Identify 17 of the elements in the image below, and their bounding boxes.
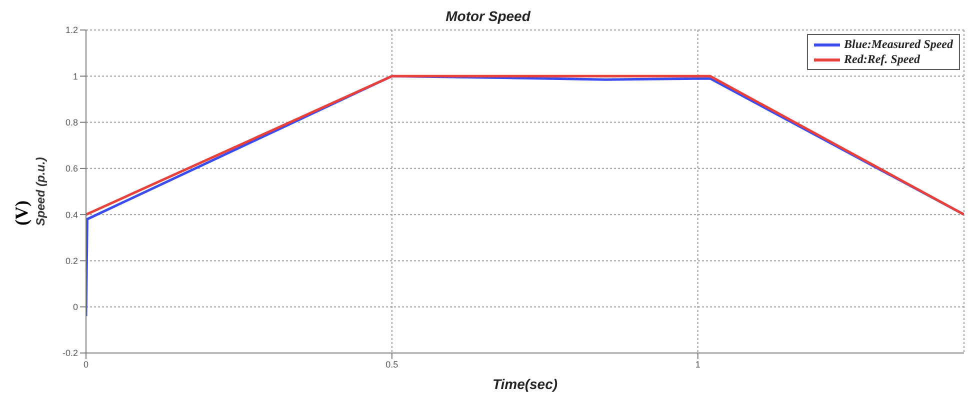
y-axis-title: Speed (p.u.) (33, 157, 48, 226)
y-tick-label: 1.2 (65, 25, 78, 36)
y-tick-label: 0.2 (65, 256, 78, 266)
y-tick-label: 0 (72, 302, 78, 312)
x-tick-label: 0.5 (386, 359, 398, 370)
x-tick-label: 0 (83, 359, 89, 370)
x-tick-label: 1 (695, 359, 700, 370)
x-axis-title: Time(sec) (492, 376, 558, 392)
chart-title: Motor Speed (444, 8, 532, 24)
y-tick-label: 1 (72, 71, 78, 82)
text: (V) (12, 200, 32, 226)
y-tick-label: 0.4 (65, 210, 78, 220)
legend-label: Red:Ref. Speed (844, 52, 920, 67)
y-tick-label: 0.6 (65, 164, 78, 174)
legend-label: Blue:Measured Speed (844, 37, 953, 52)
y-tick-label: -0.2 (62, 348, 78, 358)
y-tick-label: 0.8 (65, 117, 78, 128)
